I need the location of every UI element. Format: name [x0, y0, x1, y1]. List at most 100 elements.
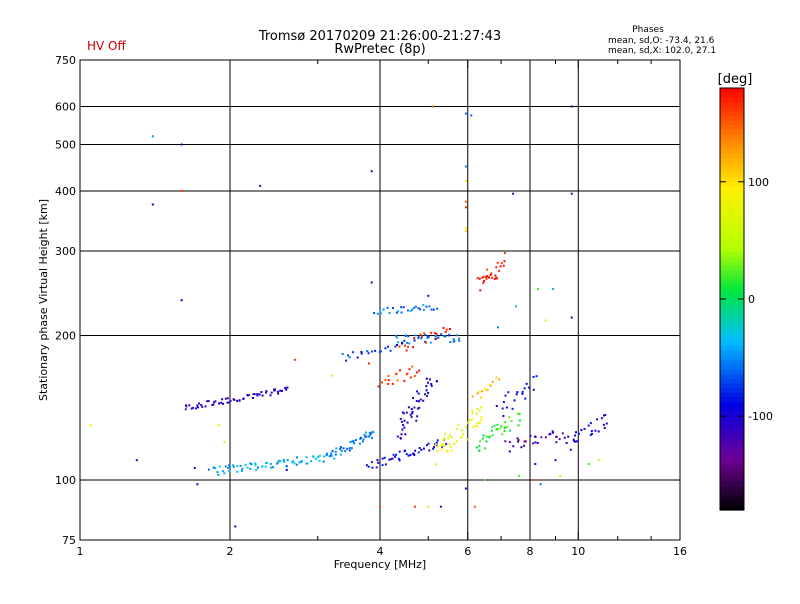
colorbar-band	[720, 355, 744, 361]
echo-point	[507, 391, 510, 394]
y-tick-labels: 75 100 200 300 400 500 600 750	[55, 54, 76, 547]
colorbar-band	[720, 430, 744, 436]
echo-point	[214, 467, 217, 470]
echo-point	[604, 414, 607, 416]
echo-point	[405, 349, 408, 352]
echo-point	[539, 483, 542, 486]
echo-point	[602, 423, 605, 426]
echo-point	[503, 427, 506, 429]
echo-point	[406, 341, 409, 344]
echo-point	[435, 463, 437, 466]
echo-point	[587, 424, 590, 427]
echo-point	[495, 405, 498, 407]
echo-point	[331, 450, 334, 453]
echo-point	[403, 419, 406, 422]
echo-point	[498, 427, 501, 430]
colorbar-band	[720, 144, 744, 150]
y-tick-label: 75	[62, 534, 76, 547]
colorbar-band	[720, 308, 744, 314]
echo-point	[430, 331, 433, 334]
echo-point	[383, 456, 386, 459]
colorbar-band	[720, 505, 744, 511]
echo-point	[180, 299, 183, 302]
echo-point	[207, 468, 210, 471]
echo-point	[380, 350, 382, 353]
echo-point	[471, 395, 474, 398]
echo-point	[481, 437, 484, 440]
echo-point	[407, 345, 410, 348]
echo-point	[442, 438, 445, 441]
echo-point	[574, 440, 577, 443]
echo-point	[517, 424, 520, 427]
echo-point	[398, 450, 401, 453]
echo-point	[371, 350, 373, 353]
echo-point	[516, 412, 519, 415]
colorbar-band	[720, 111, 744, 117]
echo-point	[391, 382, 394, 385]
echo-point	[323, 455, 326, 458]
echo-point	[488, 276, 490, 279]
echo-point	[516, 391, 519, 394]
echo-point	[503, 430, 506, 432]
echo-point	[256, 393, 259, 395]
echo-point	[478, 421, 481, 424]
echo-point	[377, 385, 380, 388]
echo-point	[196, 404, 199, 407]
echo-point	[504, 252, 506, 255]
echo-point	[464, 230, 467, 233]
y-tick-label: 300	[55, 245, 76, 258]
echo-point	[428, 449, 431, 452]
echo-point	[422, 399, 425, 402]
x-tick-label: 1	[77, 545, 84, 558]
echo-point	[396, 344, 398, 346]
echo-point	[379, 505, 381, 508]
echo-point	[234, 525, 237, 528]
echo-point	[484, 479, 487, 481]
echo-point	[502, 401, 505, 403]
echo-point	[504, 394, 507, 397]
echo-point	[517, 474, 520, 477]
echo-point	[535, 375, 538, 378]
echo-point	[427, 505, 430, 508]
echo-point	[368, 431, 371, 434]
echo-point	[360, 352, 363, 355]
echo-point	[221, 398, 224, 401]
echo-point	[269, 394, 272, 397]
echo-point	[419, 398, 422, 401]
echo-point	[305, 456, 308, 459]
echo-point	[435, 441, 438, 444]
echo-point	[506, 425, 509, 428]
colorbar-band	[720, 139, 744, 145]
echo-point	[430, 384, 433, 387]
echo-point	[283, 460, 286, 463]
echo-point	[293, 358, 296, 361]
echo-point	[275, 462, 278, 465]
echo-point	[499, 265, 502, 268]
echo-point	[426, 394, 429, 397]
echo-point	[402, 423, 405, 426]
echo-point	[364, 431, 367, 434]
colorbar-band	[720, 420, 744, 427]
echo-point	[479, 440, 482, 443]
echo-point	[446, 450, 449, 453]
echo-point	[291, 461, 294, 464]
colorbar-band	[720, 97, 744, 103]
hv-status-label: HV Off	[87, 39, 126, 53]
echo-point	[432, 447, 435, 450]
echo-point	[448, 334, 451, 337]
echo-point	[490, 429, 493, 432]
x-tick-label: 8	[527, 545, 534, 558]
echo-point	[296, 456, 298, 459]
echo-point	[345, 359, 348, 362]
colorbar-band	[720, 434, 744, 441]
echo-point	[89, 424, 92, 427]
colorbar-band	[720, 425, 744, 431]
colorbar-band	[720, 120, 744, 127]
echo-point	[422, 308, 425, 311]
colorbar-tick-label: 100	[748, 176, 769, 189]
echo-point	[478, 409, 481, 412]
echo-point	[191, 406, 194, 409]
echo-point	[479, 418, 482, 421]
echo-point	[433, 446, 435, 449]
